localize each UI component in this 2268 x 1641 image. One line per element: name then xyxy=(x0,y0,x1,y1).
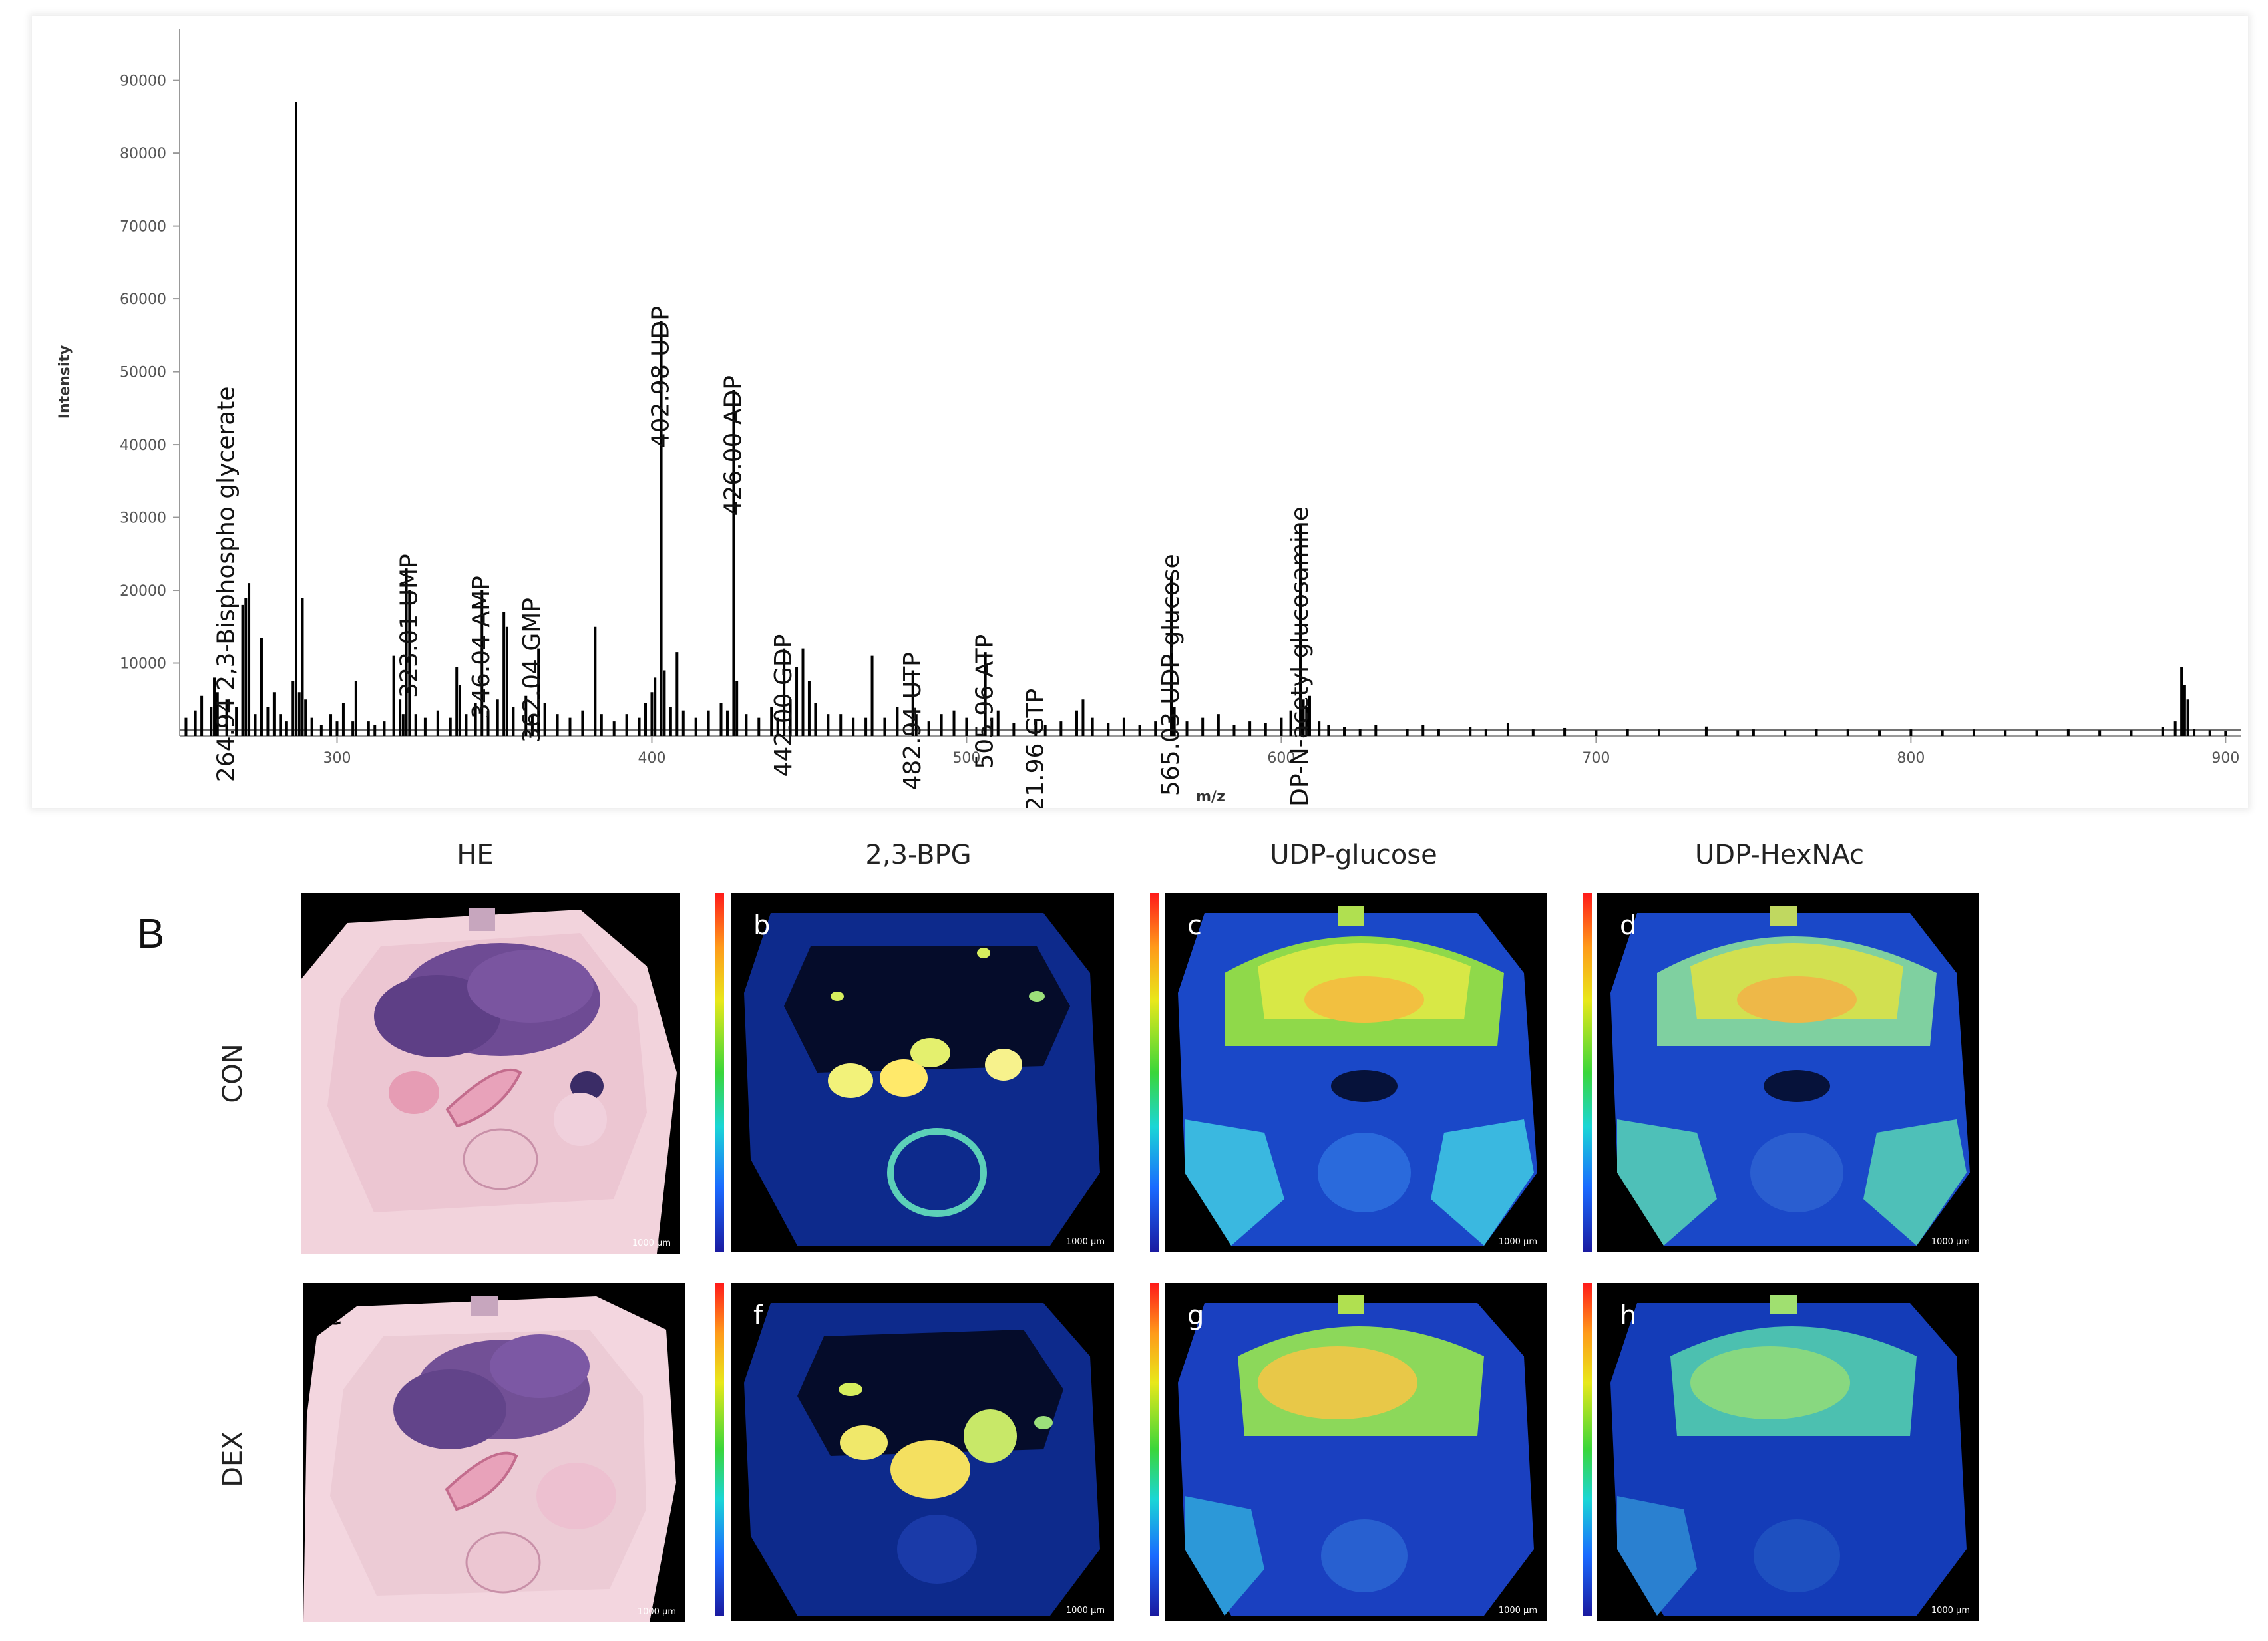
scale-bar-b: 1000 µm xyxy=(1065,1237,1105,1247)
mass-spectrum-chart: 10000 20000 30000 40000 50000 60000 70000 80000… xyxy=(57,29,2241,808)
peak-annotation: 264.94 2,3-Bisphospho glycerate xyxy=(213,386,240,782)
panel-b-label: B xyxy=(137,911,165,957)
ims-udp-glucose-dex: g 1000 µm xyxy=(1165,1283,1547,1621)
x-tick-label: 700 xyxy=(1582,750,1610,767)
x-tick-label: 900 xyxy=(2211,750,2239,767)
peak-annotation: 606.05 UDP-N-acetyl glucosamine xyxy=(1286,506,1314,808)
scale-bar-d: 1000 µm xyxy=(1931,1237,1970,1247)
row-label-dex: DEX xyxy=(218,1431,248,1487)
x-tick-label: 400 xyxy=(638,750,665,767)
sublabel-e: e xyxy=(326,1300,343,1331)
sublabel-a: a xyxy=(323,910,340,941)
row-label-con: CON xyxy=(218,1043,248,1103)
sublabel-d: d xyxy=(1620,910,1637,941)
x-tick-label: 600 xyxy=(1267,750,1295,767)
colorbar-f xyxy=(715,1283,724,1616)
y-tick-label: 90000 xyxy=(120,73,166,90)
ims-udp-hexnac-dex: h 1000 µm xyxy=(1597,1283,1979,1621)
ims-udp-glucose-con: c 1000 µm xyxy=(1165,893,1547,1252)
col-title-he: HE xyxy=(457,840,494,870)
sublabel-g: g xyxy=(1187,1300,1205,1331)
scale-bar-e: 1000 µm xyxy=(637,1607,676,1617)
colorbar-d xyxy=(1583,893,1592,1252)
sublabel-c: c xyxy=(1187,910,1202,941)
sublabel-b: b xyxy=(753,910,771,941)
col-title-bpg: 2,3-BPG xyxy=(865,840,972,870)
y-tick-label: 50000 xyxy=(120,365,166,381)
y-tick-label: 20000 xyxy=(120,583,166,600)
peak-annotation: 482.94 UTP xyxy=(899,652,926,790)
y-tick-label: 60000 xyxy=(120,291,166,308)
y-tick-label: 30000 xyxy=(120,510,166,527)
peak-annotation: 362.04 GMP xyxy=(518,598,546,743)
scale-bar-a: 1000 µm xyxy=(632,1238,671,1248)
colorbar-b xyxy=(715,893,724,1252)
colorbar-h xyxy=(1583,1283,1592,1616)
he-section-con: a 1000 µm xyxy=(301,893,680,1254)
peak-annotation: 565.03 UDP-glucose xyxy=(1157,554,1185,796)
scale-bar-g: 1000 µm xyxy=(1498,1606,1537,1616)
sublabel-f: f xyxy=(753,1300,763,1331)
col-title-udp-glucose: UDP-glucose xyxy=(1270,840,1437,870)
scale-bar-h: 1000 µm xyxy=(1931,1606,1970,1616)
peak-annotation: 442.00 GDP xyxy=(770,634,797,777)
col-title-udp-hexnac: UDP-HexNAc xyxy=(1695,840,1864,870)
scale-bar-f: 1000 µm xyxy=(1065,1606,1105,1616)
peak-annotation: 505.96 ATP xyxy=(972,634,999,769)
y-tick-label: 80000 xyxy=(120,146,166,162)
scale-bar-c: 1000 µm xyxy=(1498,1237,1537,1247)
peak-annotation: 323.01 UMP xyxy=(395,554,423,698)
peak-annotation: 521.96 GTP xyxy=(1022,689,1049,808)
mass-spectrum-frame: 10000 20000 30000 40000 50000 60000 70000 80000… xyxy=(32,16,2248,808)
peak-annotation: 426.00 ADP xyxy=(719,375,747,516)
ims-bpg-con: b 1000 µm xyxy=(731,893,1114,1252)
y-axis-label: Intensity xyxy=(57,345,73,419)
ims-bpg-dex: f 1000 µm xyxy=(731,1283,1114,1621)
x-tick-label: 300 xyxy=(323,750,351,767)
y-tick-label: 40000 xyxy=(120,437,166,454)
x-tick-label: 500 xyxy=(952,750,980,767)
x-axis-label: m/z xyxy=(1196,789,1225,805)
colorbar-c xyxy=(1150,893,1159,1252)
peak-annotation: 402.98 UDP xyxy=(648,306,675,448)
y-tick-label: 70000 xyxy=(120,219,166,236)
he-section-dex: e 1000 µm xyxy=(303,1283,685,1622)
y-tick-label: 10000 xyxy=(120,656,166,673)
ims-udp-hexnac-con: d 1000 µm xyxy=(1597,893,1979,1252)
peak-annotation: 346.04 AMP xyxy=(468,576,495,719)
x-tick-label: 800 xyxy=(1897,750,1925,767)
colorbar-g xyxy=(1150,1283,1159,1616)
sublabel-h: h xyxy=(1620,1300,1637,1331)
